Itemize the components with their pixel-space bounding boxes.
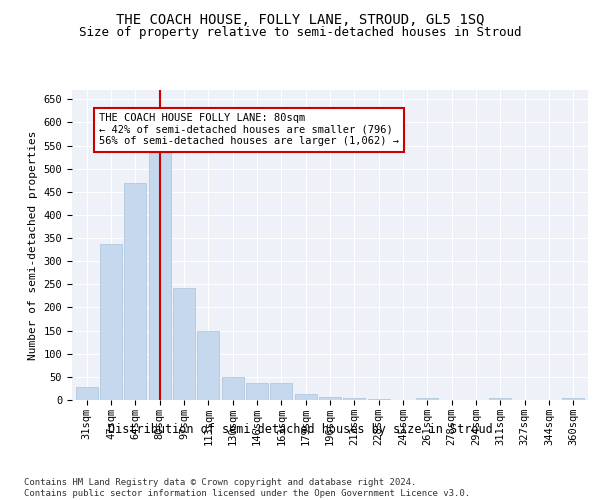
Bar (562, 398, 584, 400)
Bar (221, 377, 244, 400)
Bar (368, 399, 389, 400)
Text: Contains HM Land Registry data © Crown copyright and database right 2024.
Contai: Contains HM Land Registry data © Crown c… (24, 478, 470, 498)
Text: Size of property relative to semi-detached houses in Stroud: Size of property relative to semi-detach… (79, 26, 521, 39)
Bar (343, 398, 365, 400)
Bar (173, 288, 195, 400)
Text: THE COACH HOUSE FOLLY LANE: 80sqm
← 42% of semi-detached houses are smaller (796: THE COACH HOUSE FOLLY LANE: 80sqm ← 42% … (99, 113, 399, 146)
Bar (149, 154, 170, 400)
Bar (319, 397, 341, 400)
Text: Distribution of semi-detached houses by size in Stroud: Distribution of semi-detached houses by … (107, 422, 493, 436)
Bar (416, 398, 439, 400)
Y-axis label: Number of semi-detached properties: Number of semi-detached properties (28, 130, 38, 360)
Bar (197, 330, 219, 400)
Bar (124, 182, 146, 400)
Bar (100, 244, 122, 400)
Bar (490, 398, 511, 400)
Text: THE COACH HOUSE, FOLLY LANE, STROUD, GL5 1SQ: THE COACH HOUSE, FOLLY LANE, STROUD, GL5… (116, 12, 484, 26)
Bar (76, 387, 98, 400)
Bar (246, 383, 268, 400)
Bar (295, 394, 317, 400)
Bar (271, 383, 292, 400)
